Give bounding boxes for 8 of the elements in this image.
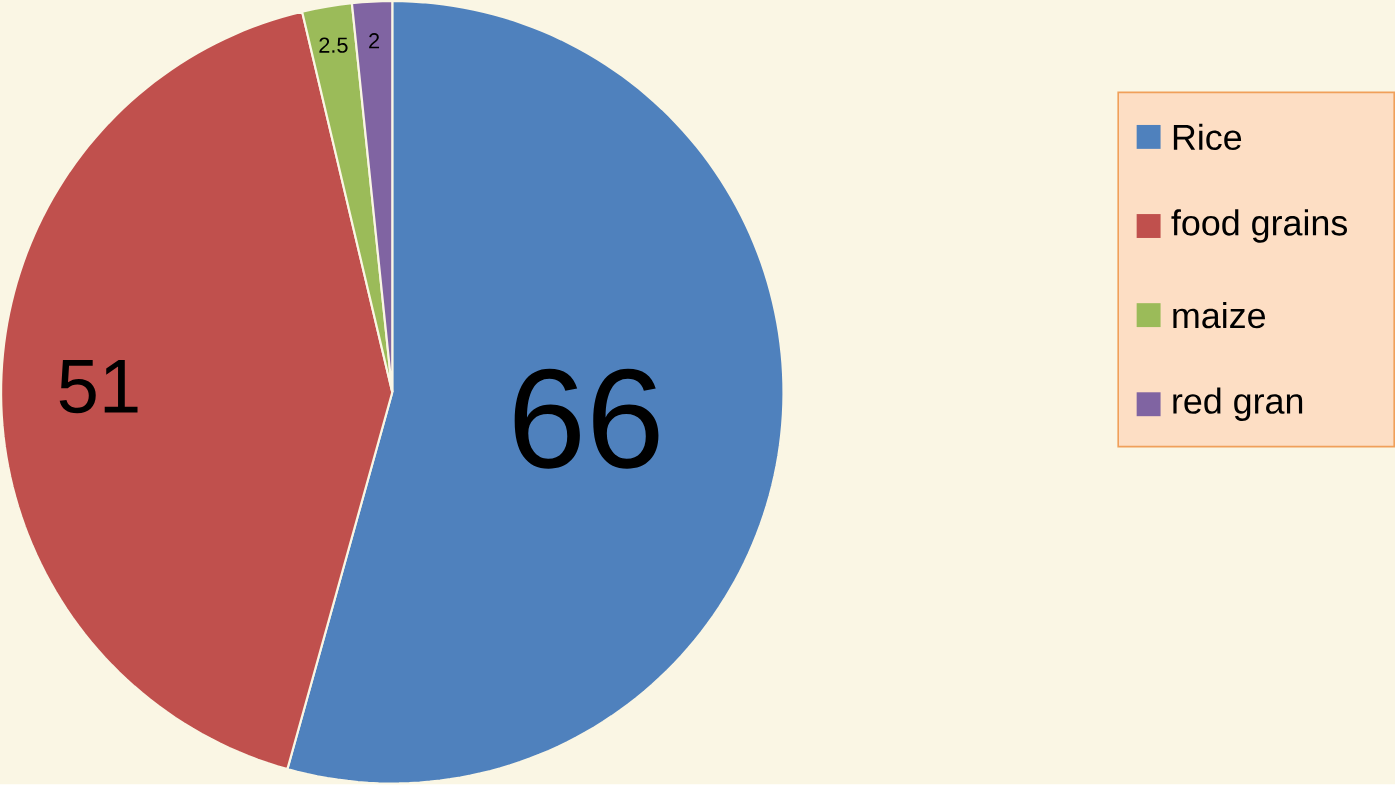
legend-label: maize xyxy=(1173,302,1265,329)
data-label: 2 xyxy=(369,33,380,49)
data-label: 51 xyxy=(59,360,138,414)
data-label: 2.5 xyxy=(319,37,348,54)
legend-label: Rice xyxy=(1173,123,1242,151)
legend-label: food grains xyxy=(1171,209,1347,243)
data-label: 66 xyxy=(514,368,659,469)
legend-label: red gran xyxy=(1173,387,1303,422)
